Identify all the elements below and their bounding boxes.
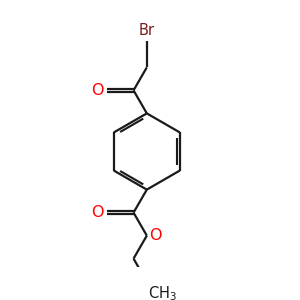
Text: O: O	[91, 83, 103, 98]
Text: CH$_3$: CH$_3$	[148, 284, 177, 300]
Text: Br: Br	[139, 23, 155, 38]
Text: O: O	[91, 205, 103, 220]
Text: O: O	[150, 228, 162, 243]
